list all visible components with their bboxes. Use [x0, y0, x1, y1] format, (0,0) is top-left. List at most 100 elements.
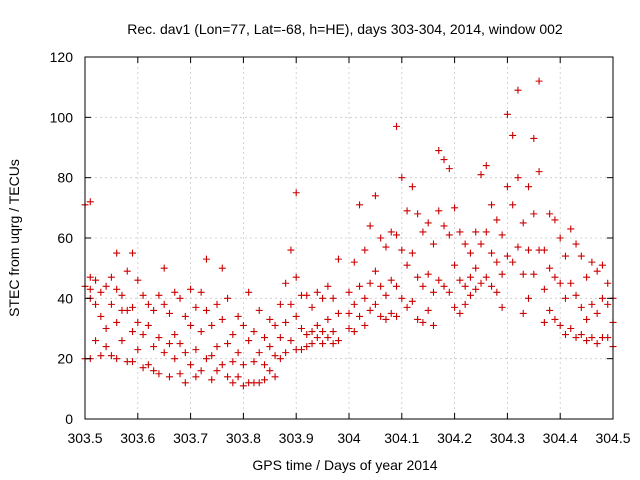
x-tick-label: 303.9 — [279, 430, 314, 446]
data-point — [361, 294, 369, 302]
data-point — [445, 231, 453, 239]
data-point — [556, 279, 564, 287]
data-point — [334, 309, 342, 317]
data-point — [208, 376, 216, 384]
data-point — [345, 288, 353, 296]
y-axis-title: STEC from uqrg / TECUs — [6, 159, 22, 317]
data-point — [92, 300, 100, 308]
data-point — [519, 309, 527, 317]
data-point — [197, 288, 205, 296]
data-point — [129, 358, 137, 366]
y-tick-label: 60 — [57, 230, 73, 246]
y-tick-label: 120 — [50, 49, 74, 65]
data-point — [107, 273, 115, 281]
data-point — [255, 306, 263, 314]
data-point — [319, 340, 327, 348]
data-point — [250, 328, 258, 336]
data-point — [155, 334, 163, 342]
data-point — [276, 334, 284, 342]
data-point — [472, 228, 480, 236]
data-point — [303, 291, 311, 299]
data-point — [477, 279, 485, 287]
data-point — [393, 282, 401, 290]
data-point — [398, 246, 406, 254]
data-point — [530, 134, 538, 142]
data-point — [208, 352, 216, 360]
data-point — [503, 183, 511, 191]
data-point — [86, 198, 94, 206]
data-point — [287, 246, 295, 254]
data-point — [477, 171, 485, 179]
data-point — [530, 210, 538, 218]
data-point — [583, 273, 591, 281]
data-point — [604, 279, 612, 287]
data-point — [419, 228, 427, 236]
data-point — [282, 279, 290, 287]
data-point — [588, 300, 596, 308]
data-point — [197, 367, 205, 375]
data-point — [287, 300, 295, 308]
data-point — [503, 110, 511, 118]
data-point — [551, 315, 559, 323]
data-point — [514, 174, 522, 182]
data-point — [129, 328, 137, 336]
data-point — [308, 328, 316, 336]
data-point — [371, 192, 379, 200]
data-point — [393, 231, 401, 239]
data-point — [102, 343, 110, 351]
y-tick-label: 100 — [50, 109, 74, 125]
data-point — [525, 294, 533, 302]
axis-ticks — [84, 56, 614, 420]
data-point — [493, 216, 501, 224]
y-tick-labels: 0 20 40 60 80 100 120 — [50, 49, 74, 427]
data-point — [229, 379, 237, 387]
data-point — [493, 258, 501, 266]
data-point — [192, 303, 200, 311]
data-point — [266, 343, 274, 351]
data-point — [398, 174, 406, 182]
data-point — [525, 246, 533, 254]
data-point — [435, 207, 443, 215]
data-point — [329, 340, 337, 348]
data-point — [466, 273, 474, 281]
data-point — [245, 288, 253, 296]
data-point — [366, 306, 374, 314]
data-point — [356, 201, 364, 209]
data-point — [324, 315, 332, 323]
data-point — [466, 249, 474, 257]
data-point — [261, 376, 269, 384]
data-point — [387, 228, 395, 236]
data-point — [345, 309, 353, 317]
y-tick-label: 40 — [57, 290, 73, 306]
data-point — [308, 340, 316, 348]
data-point — [271, 352, 279, 360]
data-point — [488, 249, 496, 257]
gridlines — [85, 57, 613, 419]
data-point — [509, 131, 517, 139]
data-point — [150, 343, 158, 351]
data-point — [282, 318, 290, 326]
data-point — [92, 337, 100, 345]
data-point — [308, 303, 316, 311]
data-point — [97, 288, 105, 296]
data-point — [429, 321, 437, 329]
data-point — [393, 122, 401, 130]
data-point — [303, 343, 311, 351]
x-tick-labels: 303.5 303.6 303.7 303.8 303.9 304 304.1 304.2 30… — [67, 430, 630, 446]
data-point — [540, 318, 548, 326]
data-point — [519, 270, 527, 278]
data-point — [598, 294, 606, 302]
data-point — [160, 300, 168, 308]
data-point — [181, 379, 189, 387]
data-point — [498, 231, 506, 239]
data-point — [218, 361, 226, 369]
data-point — [150, 306, 158, 314]
data-point — [561, 331, 569, 339]
data-point — [440, 222, 448, 230]
data-point — [429, 288, 437, 296]
data-point — [461, 282, 469, 290]
data-point — [366, 222, 374, 230]
data-point — [324, 334, 332, 342]
data-point — [261, 334, 269, 342]
